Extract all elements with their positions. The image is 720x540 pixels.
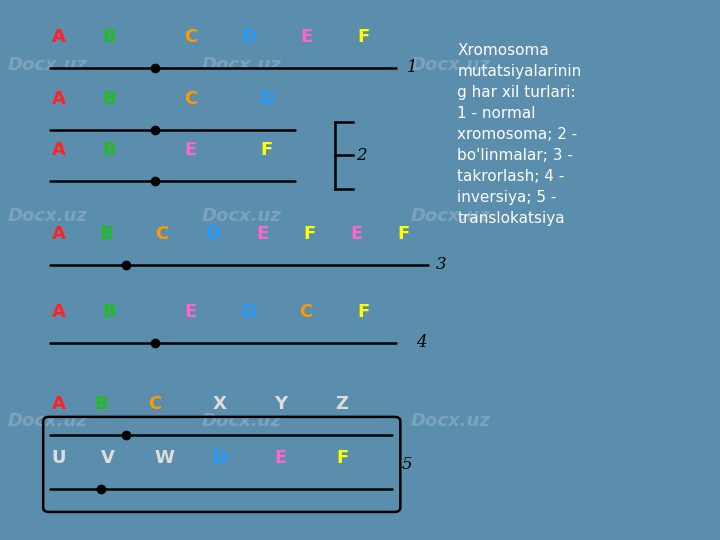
Text: 5: 5: [402, 456, 413, 473]
Text: B: B: [100, 225, 113, 243]
Text: B: B: [103, 303, 116, 321]
Text: Docx.uz: Docx.uz: [202, 412, 282, 430]
Text: 4: 4: [416, 334, 427, 352]
Text: 2: 2: [356, 147, 367, 164]
Text: C: C: [300, 303, 312, 321]
Text: C: C: [148, 395, 161, 413]
Text: E: E: [274, 449, 287, 467]
Text: D: D: [259, 90, 274, 108]
Text: B: B: [103, 28, 116, 46]
Text: E: E: [300, 28, 312, 46]
Text: B: B: [94, 395, 107, 413]
Text: A: A: [52, 28, 66, 46]
Text: D: D: [241, 28, 256, 46]
Text: E: E: [350, 225, 363, 243]
Text: F: F: [357, 303, 370, 321]
Text: 1: 1: [407, 59, 418, 76]
Text: Y: Y: [274, 395, 287, 413]
Text: 3: 3: [436, 256, 446, 273]
Text: F: F: [357, 28, 370, 46]
Text: C: C: [156, 225, 168, 243]
Text: Docx.uz: Docx.uz: [202, 207, 282, 225]
Text: A: A: [52, 141, 66, 159]
Text: C: C: [184, 28, 197, 46]
Text: A: A: [52, 303, 66, 321]
Text: D: D: [205, 225, 220, 243]
Text: C: C: [184, 90, 197, 108]
Text: D: D: [241, 303, 256, 321]
Text: Docx.uz: Docx.uz: [7, 412, 87, 430]
Text: A: A: [52, 395, 66, 413]
Text: A: A: [52, 90, 66, 108]
Text: F: F: [260, 141, 273, 159]
Text: V: V: [101, 449, 115, 467]
Text: Xromosoma
mutatsiyalarinin
g har xil turlari:
1 - normal
xromosoma; 2 -
bo'linma: Xromosoma mutatsiyalarinin g har xil tur…: [457, 43, 582, 226]
Text: F: F: [303, 225, 316, 243]
Text: B: B: [103, 90, 116, 108]
Text: E: E: [256, 225, 269, 243]
Text: E: E: [184, 303, 197, 321]
Text: Z: Z: [336, 395, 348, 413]
Text: B: B: [103, 141, 116, 159]
Text: Docx.uz: Docx.uz: [202, 56, 282, 74]
Text: Docx.uz: Docx.uz: [7, 207, 87, 225]
Text: Docx.uz: Docx.uz: [410, 56, 490, 74]
Text: F: F: [397, 225, 410, 243]
Text: A: A: [52, 225, 66, 243]
Text: F: F: [336, 449, 348, 467]
Text: Docx.uz: Docx.uz: [410, 412, 490, 430]
Text: W: W: [154, 449, 174, 467]
Text: D: D: [212, 449, 227, 467]
Text: X: X: [212, 395, 227, 413]
Text: U: U: [52, 449, 66, 467]
Text: Docx.uz: Docx.uz: [410, 207, 490, 225]
Text: Docx.uz: Docx.uz: [7, 56, 87, 74]
Text: E: E: [184, 141, 197, 159]
